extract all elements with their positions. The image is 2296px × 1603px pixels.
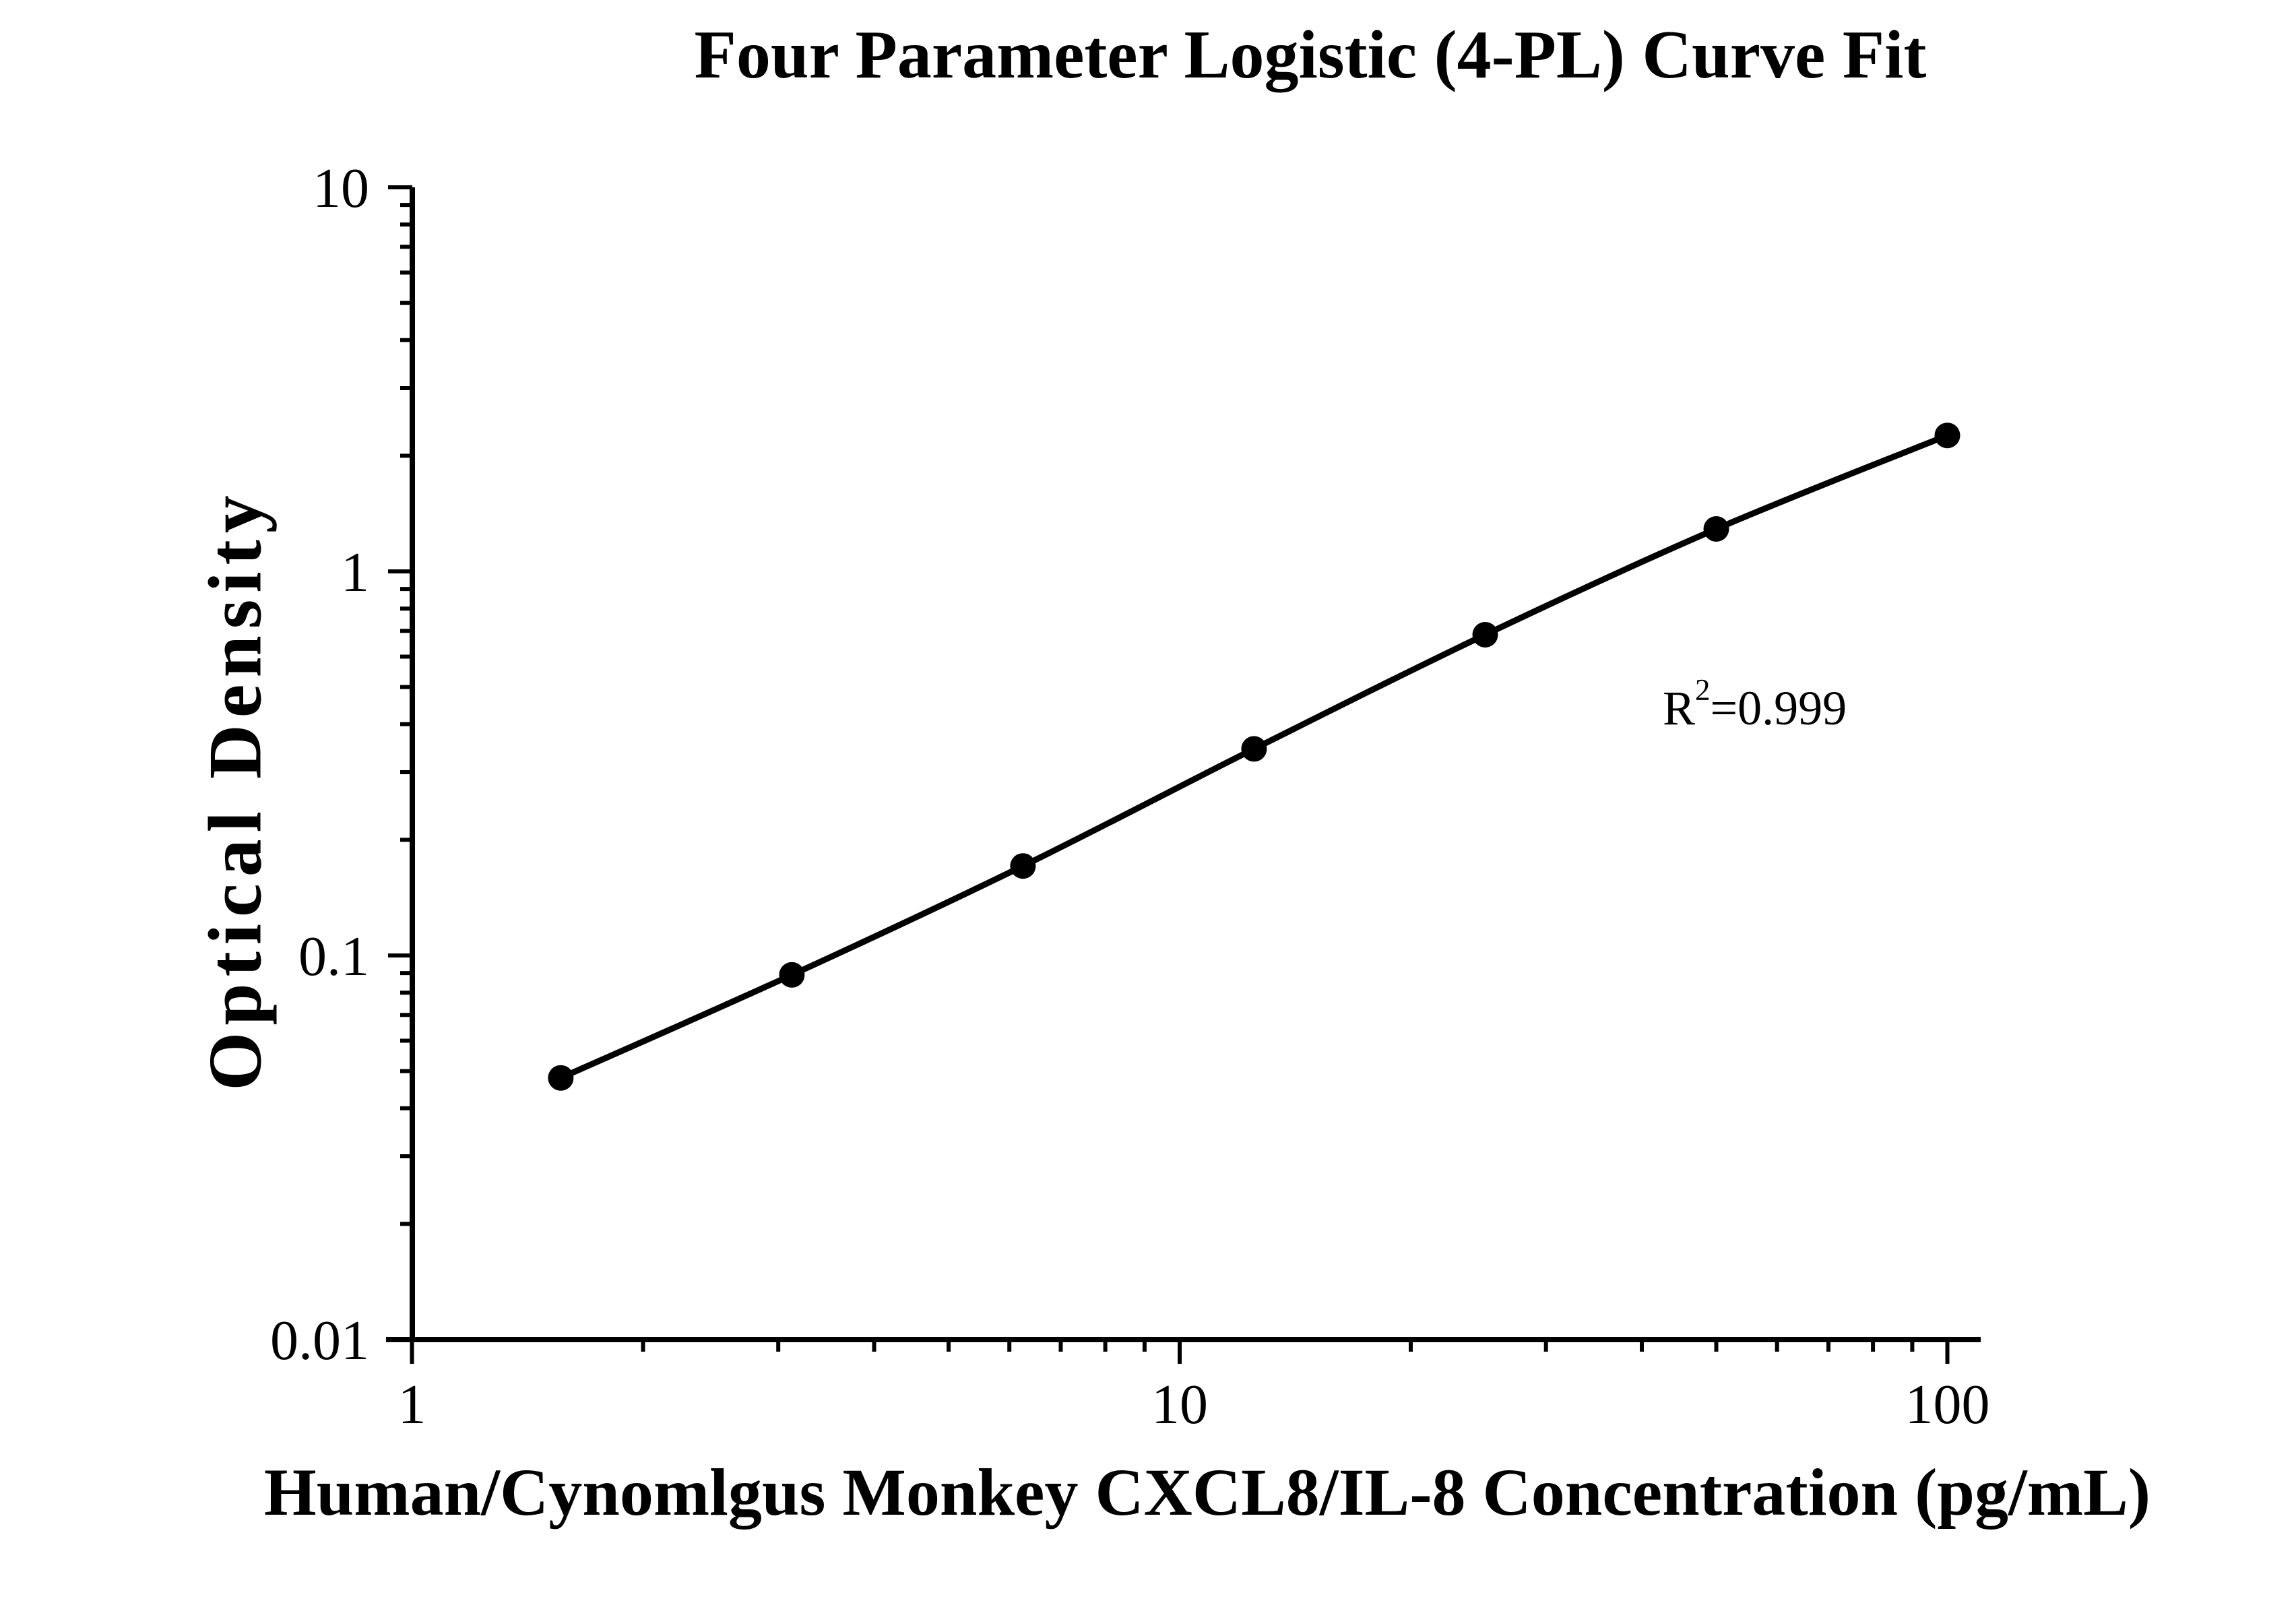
r-squared-prefix: R — [1663, 681, 1696, 735]
x-axis-tick-label: 100 — [1905, 1373, 1990, 1436]
x-axis-title: Human/Cynomlgus Monkey CXCL8/IL-8 Concen… — [263, 1455, 2151, 1530]
data-point — [1241, 736, 1267, 762]
data-point — [1934, 422, 1960, 449]
data-point — [1472, 622, 1498, 648]
r-squared-suffix: =0.999 — [1710, 681, 1847, 735]
y-axis-tick-label: 0.01 — [270, 1309, 369, 1372]
r-squared-annotation: R2=0.999 — [1663, 673, 1847, 735]
chart-title: Four Parameter Logistic (4-PL) Curve Fit — [694, 17, 1927, 93]
data-point — [548, 1065, 574, 1091]
y-axis-tick-label: 10 — [313, 157, 369, 220]
x-axis-tick-label: 10 — [1151, 1373, 1208, 1436]
y-axis-tick-label: 0.1 — [298, 925, 369, 988]
data-point — [779, 962, 805, 988]
data-point — [1010, 853, 1036, 879]
r-squared-superscript: 2 — [1695, 673, 1711, 707]
x-axis-tick-label: 1 — [398, 1373, 426, 1436]
data-point — [1703, 516, 1729, 542]
y-axis-tick-label: 1 — [341, 541, 369, 604]
